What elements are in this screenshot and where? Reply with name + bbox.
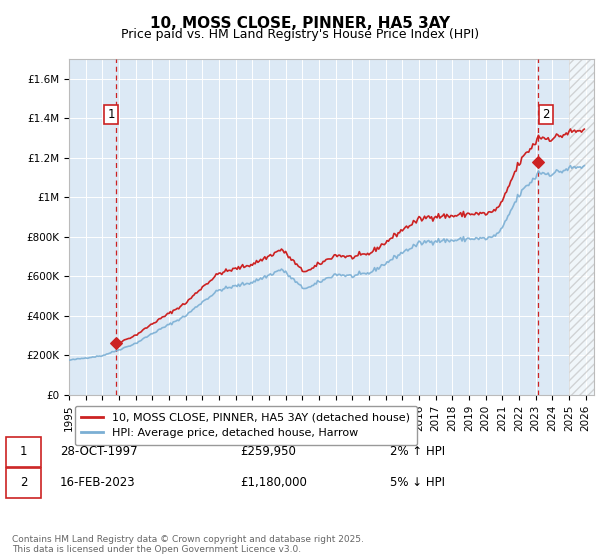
Text: 1: 1 bbox=[107, 108, 115, 120]
Text: 5% ↓ HPI: 5% ↓ HPI bbox=[390, 476, 445, 489]
Text: 10, MOSS CLOSE, PINNER, HA5 3AY: 10, MOSS CLOSE, PINNER, HA5 3AY bbox=[150, 16, 450, 31]
Text: 28-OCT-1997: 28-OCT-1997 bbox=[60, 445, 137, 459]
Bar bbox=[569, 59, 594, 395]
Point bbox=[533, 157, 542, 166]
Legend: 10, MOSS CLOSE, PINNER, HA5 3AY (detached house), HPI: Average price, detached h: 10, MOSS CLOSE, PINNER, HA5 3AY (detache… bbox=[74, 406, 417, 445]
Point bbox=[112, 339, 121, 348]
Text: 2% ↑ HPI: 2% ↑ HPI bbox=[390, 445, 445, 459]
Text: 2: 2 bbox=[542, 108, 550, 120]
Text: Price paid vs. HM Land Registry's House Price Index (HPI): Price paid vs. HM Land Registry's House … bbox=[121, 28, 479, 41]
Text: £259,950: £259,950 bbox=[240, 445, 296, 459]
Text: 2: 2 bbox=[20, 476, 27, 489]
Text: £1,180,000: £1,180,000 bbox=[240, 476, 307, 489]
Text: Contains HM Land Registry data © Crown copyright and database right 2025.
This d: Contains HM Land Registry data © Crown c… bbox=[12, 535, 364, 554]
Text: 16-FEB-2023: 16-FEB-2023 bbox=[60, 476, 136, 489]
Text: 1: 1 bbox=[20, 445, 27, 459]
